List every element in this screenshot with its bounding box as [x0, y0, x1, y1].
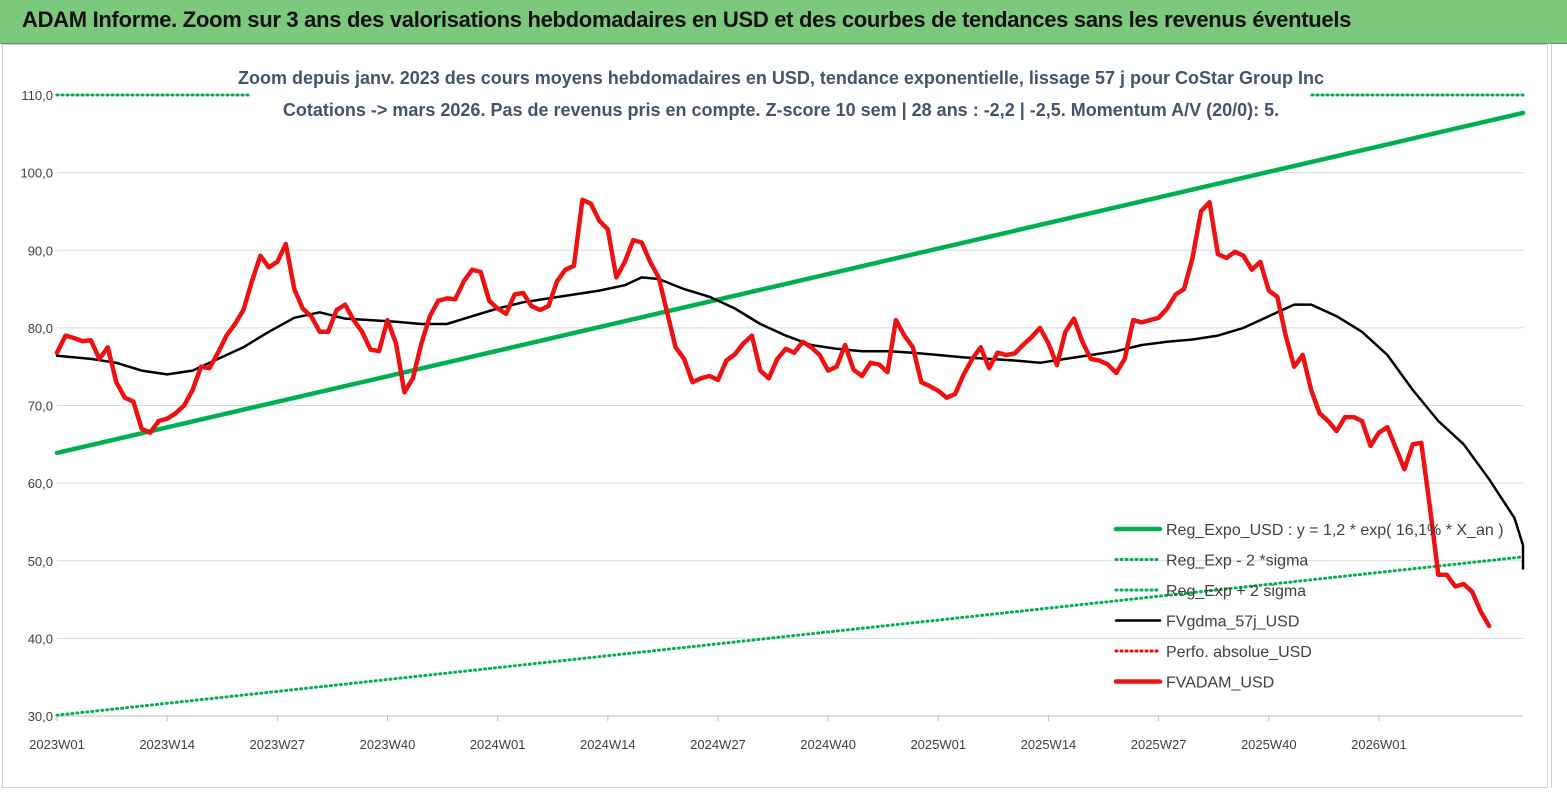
legend-label: Reg_Exp + 2 sigma [1166, 583, 1306, 600]
legend-label: FVADAM_USD [1166, 675, 1274, 692]
y-axis-ticks: 30,0 40,0 50,0 60,0 70,0 80,0 90,0 100,0 110,0 [20, 88, 53, 724]
grid-lines [57, 94, 1523, 717]
x-tick-label: 2025W14 [1021, 737, 1077, 752]
x-tick-label: 2024W14 [580, 737, 636, 752]
y-tick-label: 40,0 [28, 631, 53, 646]
legend-label: Perfo. absolue_USD [1166, 644, 1312, 661]
x-tick-label: 2025W40 [1241, 737, 1297, 752]
x-axis-ticks: 2023W01 2023W14 2023W27 2023W40 2024W01 2024W… [29, 716, 1407, 752]
x-tick-label: 2025W01 [910, 737, 966, 752]
x-tick-label: 2023W01 [29, 737, 85, 752]
y-tick-label: 110,0 [21, 88, 53, 103]
x-tick-label: 2026W01 [1351, 737, 1407, 752]
legend-label: FVgdma_57j_USD [1166, 614, 1299, 631]
legend-label: Reg_Exp - 2 *sigma [1166, 553, 1308, 570]
series-line [55, 555, 1525, 717]
report-banner-title: ADAM Informe. Zoom sur 3 ans des valoris… [0, 0, 1567, 44]
chart-subtitle: Cotations -> mars 2026. Pas de revenus p… [283, 100, 1279, 120]
x-tick-label: 2025W27 [1131, 737, 1187, 752]
x-tick-label: 2023W14 [139, 737, 195, 752]
y-tick-label: 80,0 [28, 321, 53, 336]
legend-label: Reg_Expo_USD : y = 1,2 * exp( 16,1% * X_… [1166, 522, 1504, 539]
series-line [54, 197, 1492, 629]
series-line [54, 110, 1526, 456]
chart-title: Zoom depuis janv. 2023 des cours moyens … [238, 68, 1324, 88]
y-tick-label: 100,0 [20, 166, 53, 181]
side-border [1551, 44, 1560, 788]
x-tick-label: 2023W40 [360, 737, 416, 752]
chart-frame [2, 44, 1548, 788]
y-tick-label: 60,0 [28, 476, 53, 491]
legend: Reg_Expo_USD : y = 1,2 * exp( 16,1% * X_… [1113, 522, 1504, 692]
y-tick-label: 70,0 [28, 399, 53, 414]
title-background [250, 60, 1310, 128]
y-tick-label: 50,0 [28, 554, 53, 569]
y-tick-label: 90,0 [28, 243, 53, 258]
x-tick-label: 2024W27 [690, 737, 746, 752]
x-tick-label: 2024W01 [470, 737, 526, 752]
y-tick-label: 30,0 [28, 709, 53, 724]
x-tick-label: 2023W27 [249, 737, 305, 752]
x-tick-label: 2024W40 [800, 737, 856, 752]
